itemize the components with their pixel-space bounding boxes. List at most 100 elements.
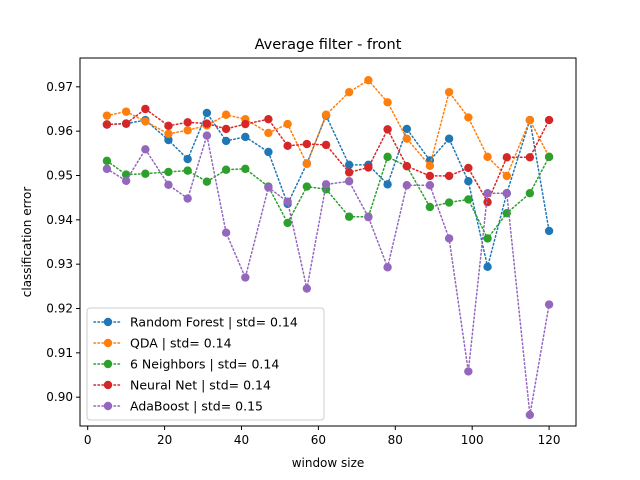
data-point [221,124,231,134]
data-point [464,177,473,186]
data-point [483,234,492,243]
data-point [364,163,373,172]
y-tick-label: 0.91 [46,346,73,360]
data-point [383,180,392,189]
data-point [221,136,231,146]
data-point [241,132,250,142]
data-point [321,140,331,150]
data-point [164,167,173,177]
data-point [302,159,312,169]
data-point [544,115,554,125]
legend-marker [103,401,113,411]
x-tick-label: 120 [538,433,561,447]
y-axis-label: classification error [20,187,34,298]
data-point [321,180,331,189]
x-tick-label: 100 [461,433,484,447]
data-point [183,126,192,135]
data-point [264,128,273,138]
data-point [183,154,192,164]
data-point [525,410,535,420]
data-point [402,181,412,190]
data-point [402,124,412,134]
data-point [464,195,473,204]
legend-label: QDA | std= 0.14 [130,336,232,351]
data-point [402,161,412,171]
data-point [164,135,173,145]
chart-title: Average filter - front [255,37,402,53]
data-point [444,234,454,243]
data-point [221,165,231,174]
x-tick-label: 20 [157,433,172,447]
data-point [241,119,250,129]
data-point [202,119,212,128]
data-point [164,121,173,131]
data-point [464,113,473,122]
legend-label: Neural Net | std= 0.14 [130,378,271,393]
legend-entry: AdaBoost | std= 0.15 [93,399,263,414]
y-tick-label: 0.96 [46,124,73,138]
data-point [483,152,492,162]
legend-marker [103,317,113,327]
data-point [302,182,312,191]
data-point [383,263,392,272]
data-point [221,228,231,237]
data-point [164,180,173,190]
data-point [202,177,212,186]
x-tick-label: 80 [388,433,403,447]
legend-marker [103,380,113,390]
legend-label: Random Forest | std= 0.14 [130,315,298,330]
legend-entries: Random Forest | std= 0.14 QDA | std= 0.14… [93,315,298,414]
data-point [425,181,435,190]
series-1 [102,75,554,181]
x-tick-label: 40 [234,433,249,447]
data-point [464,367,473,376]
data-point [502,189,511,198]
data-point [444,87,454,97]
data-point [102,164,112,174]
data-point [121,119,131,128]
data-point [102,111,112,120]
y-axis-ticks: 0.90 0.91 0.92 0.93 0.94 0.95 0.96 0.97 [46,80,80,404]
data-point [502,171,511,181]
series-4 [102,131,554,420]
data-point [141,117,150,126]
data-point [241,164,250,174]
data-point [344,177,354,186]
data-point [402,134,412,143]
data-point [383,98,392,107]
legend-entry: Neural Net | std= 0.14 [93,378,271,393]
data-point [102,156,112,166]
y-tick-label: 0.95 [46,168,73,182]
data-point [364,75,373,85]
y-tick-label: 0.92 [46,302,73,316]
data-point [221,110,231,119]
x-axis-label: window size [292,456,365,470]
legend-box [86,307,325,421]
data-point [364,212,373,222]
data-point [202,108,212,118]
legend-entry: Random Forest | std= 0.14 [93,315,298,330]
data-point [264,114,273,124]
data-point [141,104,150,114]
data-point [444,134,454,143]
data-point [525,189,535,198]
data-point [483,189,492,198]
legend-entry: QDA | std= 0.14 [93,336,232,351]
x-tick-label: 60 [311,433,326,447]
data-point [141,169,150,178]
data-point [183,166,192,175]
legend: Random Forest | std= 0.14 QDA | std= 0.14… [86,307,325,421]
data-point [321,110,331,119]
y-tick-label: 0.90 [46,390,73,404]
data-point [283,197,292,206]
data-point [121,176,131,186]
data-point [425,161,435,170]
data-point [264,147,273,157]
plot-series [102,75,554,420]
data-point [121,107,131,116]
legend-label: 6 Neighbors | std= 0.14 [130,357,279,372]
data-point [264,183,273,192]
series-3 [102,104,554,207]
legend-label: AdaBoost | std= 0.15 [130,399,263,414]
